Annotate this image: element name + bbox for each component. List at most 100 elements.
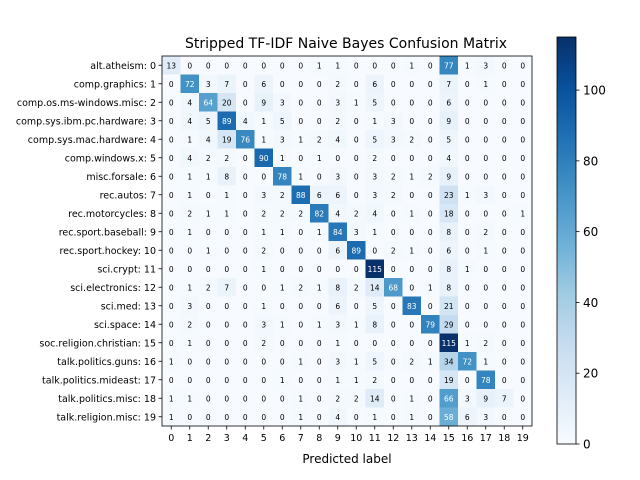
- heatmap-cell: [495, 241, 514, 260]
- cell-value-label: 5: [372, 98, 377, 107]
- heatmap-cell: [439, 370, 459, 390]
- heatmap-cell: [495, 278, 514, 297]
- x-axis: 0 1 2 3 4 5 6 7 8 9 10 11 12 13 14 15 16 17 18 19: [168, 426, 529, 444]
- heatmap-cell: [328, 130, 348, 149]
- heatmap-cell: [328, 352, 348, 371]
- cell-value-label: 1: [169, 394, 174, 403]
- heatmap-cell: [162, 389, 181, 408]
- heatmap-cell: [254, 204, 274, 223]
- heatmap-cell: [347, 167, 366, 186]
- heatmap-cell: [365, 333, 385, 353]
- heatmap-cell: [495, 370, 514, 390]
- heatmap-cell: [273, 278, 292, 297]
- cell-value-label: 1: [187, 228, 192, 237]
- heatmap-cell: [254, 56, 274, 75]
- x-tick-label: 5: [261, 433, 267, 444]
- cell-value-label: 0: [372, 61, 377, 70]
- heatmap-cell: [273, 315, 292, 334]
- cell-value-label: 0: [483, 117, 488, 126]
- cell-value-label: 0: [428, 339, 433, 348]
- heatmap-cell: [439, 389, 459, 408]
- heatmap-cell: [199, 333, 218, 353]
- heatmap-cell: [402, 111, 422, 131]
- heatmap-cell: [384, 185, 403, 205]
- heatmap-cell: [347, 352, 366, 371]
- heatmap-cell: [273, 296, 292, 316]
- heatmap-cell: [495, 56, 514, 75]
- cell-value-label: 6: [335, 302, 340, 311]
- cell-value-label: 1: [187, 339, 192, 348]
- heatmap-cell: [328, 111, 348, 131]
- heatmap-cell: [495, 352, 514, 371]
- cell-value-label: 0: [465, 376, 470, 385]
- cell-value-label: 0: [409, 191, 414, 200]
- cell-value-label: 1: [206, 209, 211, 218]
- cell-value-label: 89: [222, 117, 232, 126]
- cell-value-label: 78: [481, 376, 491, 385]
- heatmap-cell: [513, 56, 533, 75]
- cell-value-label: 8: [372, 320, 377, 329]
- cell-value-label: 23: [444, 191, 454, 200]
- heatmap-cell: [310, 352, 329, 371]
- y-axis: alt.atheism: 0 comp.graphics: 1 comp.os.ms…: [16, 61, 162, 423]
- cell-value-label: 2: [298, 283, 303, 292]
- heatmap-cell: [291, 241, 311, 260]
- cell-value-label: 1: [409, 61, 414, 70]
- heatmap-cell: [217, 130, 237, 149]
- heatmap-cell: [273, 56, 292, 75]
- heatmap-cell: [162, 185, 181, 205]
- cell-value-label: 0: [465, 283, 470, 292]
- cell-value-label: 0: [169, 376, 174, 385]
- cell-value-label: 3: [280, 98, 285, 107]
- heatmap-cell: [180, 315, 200, 334]
- heatmap-cell: [347, 74, 366, 94]
- heatmap-cell: [347, 389, 366, 408]
- heatmap-cell: [217, 315, 237, 334]
- colorbar-tick-label: 20: [583, 367, 598, 381]
- heatmap-cell: [217, 204, 237, 223]
- cell-value-label: 2: [391, 172, 396, 181]
- heatmap-cells: [162, 56, 533, 427]
- cell-value-label: 0: [465, 172, 470, 181]
- heatmap-cell: [180, 204, 200, 223]
- cell-value-label: 0: [483, 265, 488, 274]
- cell-value-label: 0: [520, 80, 525, 89]
- cell-value-label: 0: [354, 339, 359, 348]
- cell-value-label: 0: [206, 320, 211, 329]
- cell-value-label: 1: [372, 228, 377, 237]
- heatmap-cell: [513, 241, 533, 260]
- heatmap-cell: [476, 111, 496, 131]
- cell-value-label: 0: [520, 357, 525, 366]
- cell-value-label: 0: [354, 135, 359, 144]
- cell-value-label: 0: [224, 302, 229, 311]
- heatmap-cell: [236, 74, 255, 94]
- cell-value-label: 0: [409, 98, 414, 107]
- heatmap-cell: [347, 315, 366, 334]
- cell-value-label: 7: [224, 283, 229, 292]
- cell-value-label: 3: [391, 117, 396, 126]
- cell-value-label: 0: [169, 117, 174, 126]
- cell-value-label: 3: [187, 302, 192, 311]
- cell-value-label: 1: [483, 80, 488, 89]
- cell-value-label: 0: [391, 413, 396, 422]
- colorbar-gradient: [556, 36, 577, 445]
- heatmap-cell: [495, 148, 514, 168]
- heatmap-cell: [236, 333, 255, 353]
- heatmap-cell: [217, 74, 237, 94]
- cell-value-label: 0: [280, 302, 285, 311]
- cell-value-label: 21: [444, 302, 454, 311]
- heatmap-cell: [365, 111, 385, 131]
- heatmap-cell: [217, 93, 237, 112]
- heatmap-cell: [236, 111, 255, 131]
- cell-value-label: 8: [446, 283, 451, 292]
- cell-value-label: 0: [317, 413, 322, 422]
- heatmap-cell: [384, 296, 403, 316]
- cell-value-label: 0: [520, 228, 525, 237]
- cell-value-label: 0: [372, 339, 377, 348]
- cell-value-label: 0: [243, 302, 248, 311]
- heatmap-cell: [402, 74, 422, 94]
- heatmap-cell: [384, 148, 403, 168]
- heatmap-cell: [495, 185, 514, 205]
- cell-value-label: 1: [428, 283, 433, 292]
- cell-value-label: 0: [428, 191, 433, 200]
